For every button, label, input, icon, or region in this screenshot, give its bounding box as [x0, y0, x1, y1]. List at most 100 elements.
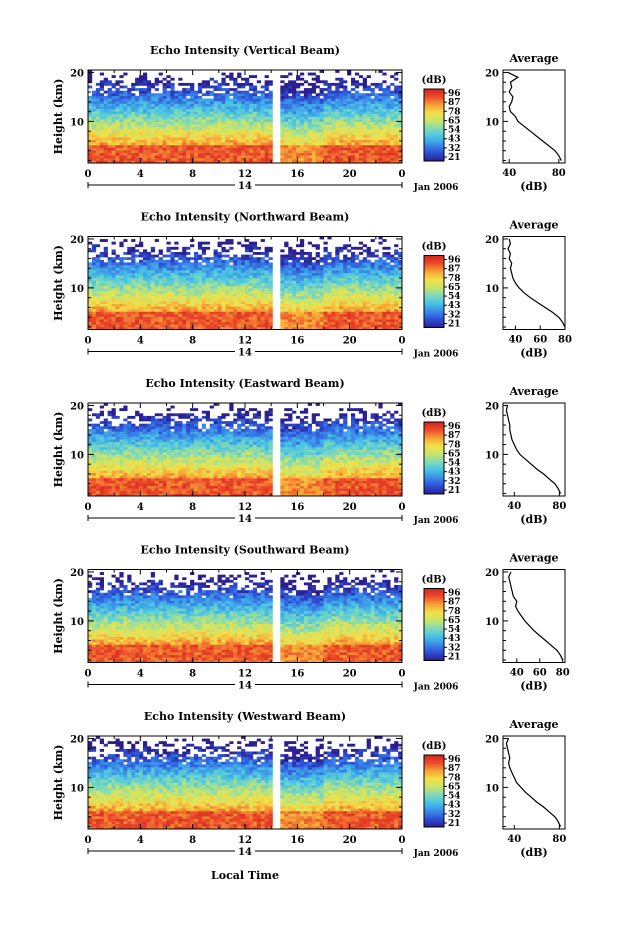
heatmap-cell — [319, 285, 324, 289]
heatmap-cell — [252, 85, 258, 89]
heatmap-cell — [284, 285, 289, 289]
heatmap-cell — [123, 144, 128, 148]
heatmap-cell — [88, 303, 93, 307]
heatmap-cell — [347, 70, 352, 73]
heatmap-cell — [303, 290, 309, 294]
heatmap-cell — [241, 316, 246, 320]
heatmap-cell — [170, 275, 175, 279]
heatmap-cell — [197, 116, 203, 120]
heatmap-cell — [233, 303, 238, 307]
heatmap-cell — [190, 90, 195, 94]
heatmap-cell — [115, 290, 120, 294]
heatmap-cell — [158, 264, 163, 268]
heatmap-cell — [131, 155, 136, 159]
heatmap-cell — [374, 106, 379, 110]
heatmap-cell — [260, 306, 265, 310]
heatmap-cell — [123, 277, 128, 281]
heatmap-cell — [95, 108, 101, 112]
heatmap-cell — [245, 249, 250, 253]
heatmap-cell — [296, 280, 301, 284]
heatmap-cell — [178, 95, 183, 99]
heatmap-cell — [213, 88, 218, 91]
heatmap-cell — [111, 113, 116, 117]
heatmap-cell — [107, 277, 112, 281]
heatmap-cell — [284, 75, 289, 79]
heatmap-cell — [370, 144, 375, 148]
heatmap-cell — [225, 241, 230, 245]
heatmap-cell — [307, 106, 313, 110]
heatmap-cell — [260, 321, 265, 325]
heatmap-cell — [303, 316, 309, 320]
heatmap-cell — [150, 326, 156, 330]
heatmap-cell — [248, 316, 254, 320]
heatmap-cell — [237, 290, 242, 294]
heatmap-cell — [119, 119, 124, 122]
heatmap-cell — [350, 77, 356, 81]
heatmap-cell — [213, 252, 218, 255]
heatmap-cell — [190, 272, 195, 276]
heatmap-cell — [99, 298, 104, 302]
heatmap-cell — [245, 121, 250, 125]
heatmap-cell — [142, 75, 148, 79]
heatmap-cell — [186, 137, 191, 141]
heatmap-cell — [280, 295, 285, 299]
heatmap-cell — [264, 262, 269, 266]
heatmap-cell — [280, 272, 285, 276]
heatmap-cell — [323, 319, 328, 323]
heatmap-cell — [241, 106, 246, 110]
heatmap-cell — [241, 116, 246, 120]
heatmap-cell — [213, 298, 218, 302]
heatmap-cell — [288, 126, 293, 130]
heatmap-cell — [307, 121, 313, 125]
heatmap-cell — [241, 280, 246, 284]
y-tick-label: 10 — [70, 284, 84, 295]
heatmap-cell — [358, 290, 364, 294]
heatmap-cell — [88, 70, 93, 73]
heatmap-cell — [103, 129, 108, 133]
heatmap-cell — [248, 275, 254, 279]
heatmap-cell — [374, 321, 379, 325]
heatmap-cell — [354, 324, 360, 328]
heatmap-cell — [394, 113, 399, 117]
heatmap-cell — [95, 157, 101, 161]
heatmap-cell — [311, 98, 316, 102]
heatmap-cell — [150, 144, 156, 148]
heatmap-cell — [245, 126, 250, 130]
heatmap-cell — [398, 98, 403, 102]
heatmap-cell — [303, 288, 309, 292]
heatmap-cell — [111, 288, 116, 292]
heatmap-cell — [237, 103, 242, 107]
heatmap-cell — [398, 314, 403, 317]
heatmap-cell — [178, 77, 183, 81]
heatmap-cell — [135, 121, 140, 125]
heatmap-cell — [190, 277, 195, 281]
heatmap-cell — [95, 147, 101, 151]
heatmap-cell — [394, 88, 399, 91]
heatmap-cell — [374, 98, 379, 102]
heatmap-cell — [245, 280, 250, 284]
heatmap-cell — [209, 270, 214, 273]
colorbar-tick-label: 96 — [448, 256, 461, 266]
heatmap-cell — [339, 144, 344, 148]
heatmap-cell — [378, 259, 383, 263]
heatmap-cell — [154, 290, 159, 294]
heatmap-cell — [131, 119, 136, 122]
heatmap-cell — [213, 316, 218, 320]
heatmap-cell — [248, 108, 254, 112]
heatmap-cell — [386, 93, 391, 97]
heatmap-cell — [256, 134, 261, 138]
heatmap-cell — [217, 308, 222, 312]
heatmap-cell — [142, 129, 148, 133]
heatmap-cell — [205, 288, 210, 292]
heatmap-cell — [260, 111, 265, 115]
heatmap-cell — [127, 290, 132, 294]
heatmap-cell — [209, 295, 214, 299]
heatmap-cell — [256, 252, 261, 255]
heatmap-cell — [319, 108, 324, 112]
heatmap-cell — [182, 306, 187, 310]
heatmap-cell — [174, 147, 179, 151]
heatmap-cell — [241, 303, 246, 307]
heatmap-cell — [331, 137, 336, 141]
heatmap-cell — [327, 254, 332, 258]
heatmap-cell — [358, 111, 364, 115]
